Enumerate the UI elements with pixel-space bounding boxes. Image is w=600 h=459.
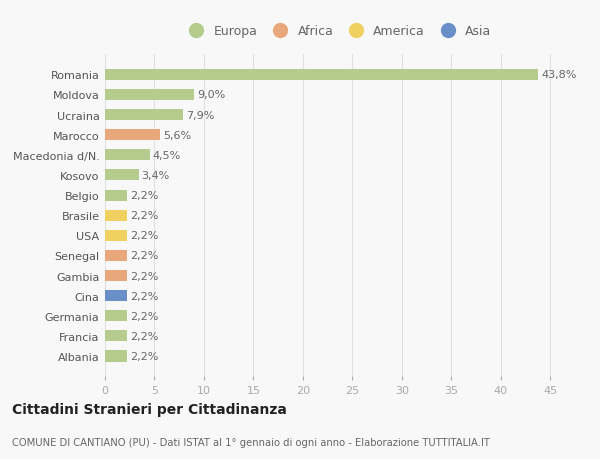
Text: 9,0%: 9,0%: [197, 90, 225, 100]
Text: 2,2%: 2,2%: [130, 251, 158, 261]
Bar: [105, 311, 127, 322]
Bar: [105, 70, 538, 81]
Bar: [105, 170, 139, 181]
Text: 2,2%: 2,2%: [130, 351, 158, 361]
Bar: [105, 130, 160, 141]
Text: 3,4%: 3,4%: [142, 171, 170, 180]
Text: 43,8%: 43,8%: [541, 70, 577, 80]
Text: 2,2%: 2,2%: [130, 211, 158, 221]
Bar: [105, 110, 183, 121]
Bar: [105, 330, 127, 341]
Text: 2,2%: 2,2%: [130, 231, 158, 241]
Text: 2,2%: 2,2%: [130, 311, 158, 321]
Bar: [105, 250, 127, 262]
Legend: Europa, Africa, America, Asia: Europa, Africa, America, Asia: [181, 23, 494, 41]
Bar: [105, 270, 127, 281]
Text: Cittadini Stranieri per Cittadinanza: Cittadini Stranieri per Cittadinanza: [12, 402, 287, 416]
Bar: [105, 351, 127, 362]
Text: 2,2%: 2,2%: [130, 271, 158, 281]
Bar: [105, 291, 127, 302]
Bar: [105, 150, 149, 161]
Text: COMUNE DI CANTIANO (PU) - Dati ISTAT al 1° gennaio di ogni anno - Elaborazione T: COMUNE DI CANTIANO (PU) - Dati ISTAT al …: [12, 437, 490, 447]
Text: 7,9%: 7,9%: [186, 110, 215, 120]
Text: 4,5%: 4,5%: [152, 151, 181, 161]
Text: 2,2%: 2,2%: [130, 291, 158, 301]
Bar: [105, 210, 127, 221]
Bar: [105, 190, 127, 201]
Bar: [105, 230, 127, 241]
Text: 2,2%: 2,2%: [130, 190, 158, 201]
Bar: [105, 90, 194, 101]
Text: 5,6%: 5,6%: [163, 130, 191, 140]
Text: 2,2%: 2,2%: [130, 331, 158, 341]
